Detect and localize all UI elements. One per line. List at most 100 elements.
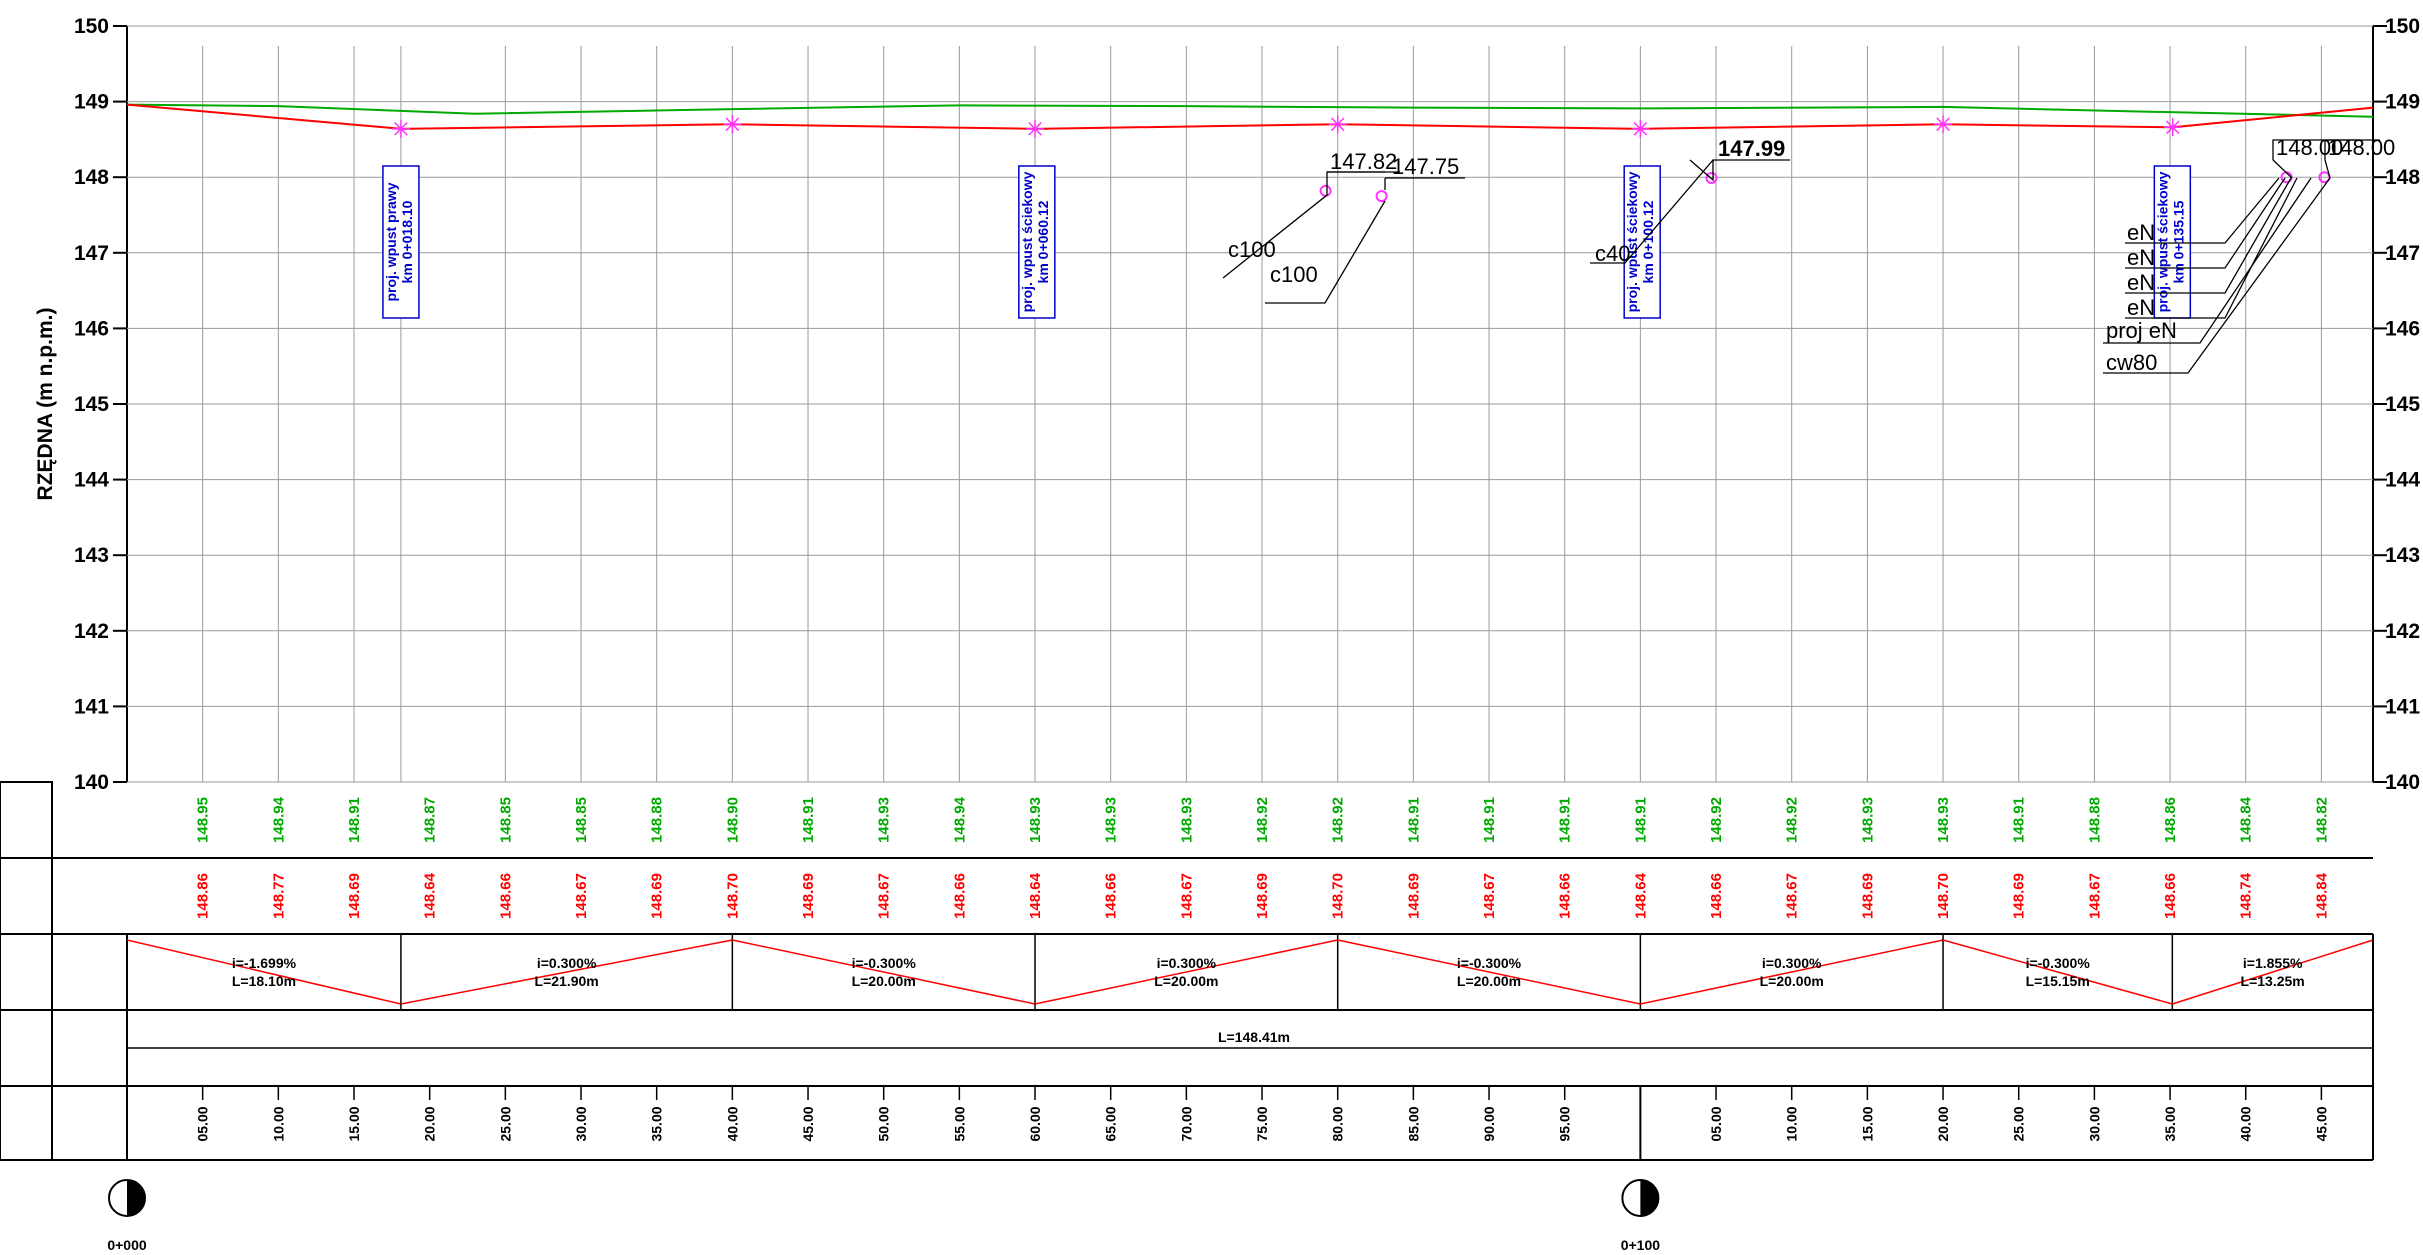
leader-line (2125, 177, 2286, 269)
inlet-chainage: km 0+018.10 (399, 200, 415, 283)
design-value: 148.66 (1708, 873, 1725, 919)
terrain-value: 148.90 (724, 797, 741, 843)
terrain-value: 148.93 (1027, 797, 1044, 843)
distance-label: 85.00 (1405, 1106, 1421, 1141)
design-value: 148.69 (800, 873, 817, 919)
callout-value: 147.82 (1330, 149, 1397, 174)
y-tick-label: 143 (74, 544, 109, 567)
distance-label: 60.00 (1027, 1106, 1043, 1141)
distance-row: 05.00 10.00 15.00 20.00 25.00 30.00 35.00 40.00… (195, 1086, 2329, 1142)
terrain-value: 148.92 (1708, 797, 1725, 843)
leader-line (1689, 159, 1790, 182)
y-tick-label: 140 (74, 771, 109, 794)
inlet-annotations: proj. wpust prawy km 0+018.10 proj. wpust … (382, 165, 2192, 319)
callout-value: 147.75 (1392, 154, 1459, 179)
vertical-grid (202, 46, 2322, 782)
design-value: 148.66 (1557, 873, 1574, 919)
leader-line (2324, 139, 2380, 160)
distance-label: 50.00 (876, 1106, 892, 1141)
y-tick-label: 141 (74, 695, 109, 718)
distance-label: 10.00 (270, 1106, 286, 1141)
y-tick-label: 144 (74, 469, 109, 492)
callout-label: eN (2127, 270, 2155, 295)
distance-label: 90.00 (1481, 1106, 1497, 1141)
slope-row: i=-1.699% L=18.10m i=0.300% L=21.90m i=-0.30… (126, 934, 2374, 1010)
terrain-value: 148.91 (2011, 797, 2028, 843)
leader-line (2103, 177, 2312, 344)
series-line (126, 103, 2374, 118)
y-tick-label: 142 (2385, 620, 2420, 643)
callout-label: eN (2127, 220, 2155, 245)
design-value: 148.67 (573, 873, 590, 919)
y-tick-label: 150 (74, 15, 109, 38)
callout-label: proj eN (2106, 318, 2177, 343)
slope-length: L=13.25m (2241, 973, 2305, 989)
distance-label: 70.00 (1178, 1106, 1194, 1141)
callout-value: 148.00 (2276, 135, 2343, 160)
slope-line (2172, 939, 2374, 1005)
slope-line (400, 939, 733, 1005)
slope-length: L=15.15m (2026, 973, 2090, 989)
design-value: 148.69 (1254, 873, 1271, 919)
callout-label: c100 (1228, 237, 1276, 262)
callout-value: 148.00 (2328, 135, 2395, 160)
callout-label: eN (2127, 245, 2155, 270)
distance-label: 40.00 (724, 1106, 740, 1141)
slope-value: i=0.300% (537, 955, 597, 971)
markers-layer (391, 115, 2331, 203)
design-value: 148.67 (1178, 873, 1195, 919)
design-value: 148.70 (1935, 873, 1952, 919)
inlet-chainage: km 0+060.12 (1035, 200, 1051, 283)
distance-label: 25.00 (2011, 1106, 2027, 1141)
slope-line (1034, 939, 1338, 1005)
design-value: 148.64 (422, 872, 439, 919)
slope-value: i=1.855% (2243, 955, 2303, 971)
inlet-box (1018, 165, 1056, 319)
station-marker (391, 119, 410, 138)
slope-value: i=-0.300% (852, 955, 917, 971)
inlet-label: proj. wpust ściekowy (1624, 171, 1640, 312)
terrain-value: 148.91 (1557, 797, 1574, 843)
distance-label: 35.00 (649, 1106, 665, 1141)
design-value: 148.70 (724, 873, 741, 919)
slope-length: L=18.10m (232, 973, 296, 989)
inlet-chainage: km 0+100.12 (1640, 200, 1656, 283)
station-marker (723, 115, 742, 134)
leader-line (2272, 159, 2293, 179)
terrain-value: 148.86 (2162, 797, 2179, 843)
slope-length: L=20.00m (1457, 973, 1521, 989)
slope-line (1640, 939, 1944, 1005)
distance-label: 80.00 (1330, 1106, 1346, 1141)
total-length: L=148.41m (1218, 1029, 1290, 1045)
chainage-marks: 0+000 0+100 (107, 1086, 1660, 1253)
terrain-value: 148.93 (1859, 797, 1876, 843)
distance-label: 40.00 (2238, 1106, 2254, 1141)
y-tick-label: 145 (2385, 393, 2420, 416)
y-tick-label: 146 (2385, 317, 2420, 340)
inlet-label: proj. wpust ściekowy (1019, 171, 1035, 312)
y-tick-label: 144 (2385, 469, 2420, 492)
chainage-label: 0+000 (107, 1237, 147, 1253)
callouts: 147.82 c100 c100 147.75 c40 147.99 148.0… (1222, 135, 2395, 375)
design-value: 148.69 (346, 873, 363, 919)
distance-label: 05.00 (1708, 1106, 1724, 1141)
y-tick-label: 148 (2385, 166, 2420, 189)
terrain-value: 148.93 (876, 797, 893, 843)
design-value: 148.69 (1859, 873, 1876, 919)
distance-label: 65.00 (1103, 1106, 1119, 1141)
slope-line (126, 939, 402, 1005)
leader-line (2103, 177, 2331, 374)
chainage-symbol-fill (127, 1180, 145, 1216)
distance-label: 15.00 (1859, 1106, 1875, 1141)
y-tick-label: 146 (74, 317, 109, 340)
terrain-value: 148.93 (1935, 797, 1952, 843)
inlet-box (382, 165, 420, 319)
design-value: 148.67 (1481, 873, 1498, 919)
horizontal-grid (113, 25, 2387, 783)
distance-label: 45.00 (800, 1106, 816, 1141)
design-value: 148.67 (876, 873, 893, 919)
distance-label: 20.00 (422, 1106, 438, 1141)
distance-label: 30.00 (573, 1106, 589, 1141)
design-elevation-row: 148.86 148.77 148.69 148.64 148.66 148.67 148.… (195, 872, 2331, 919)
